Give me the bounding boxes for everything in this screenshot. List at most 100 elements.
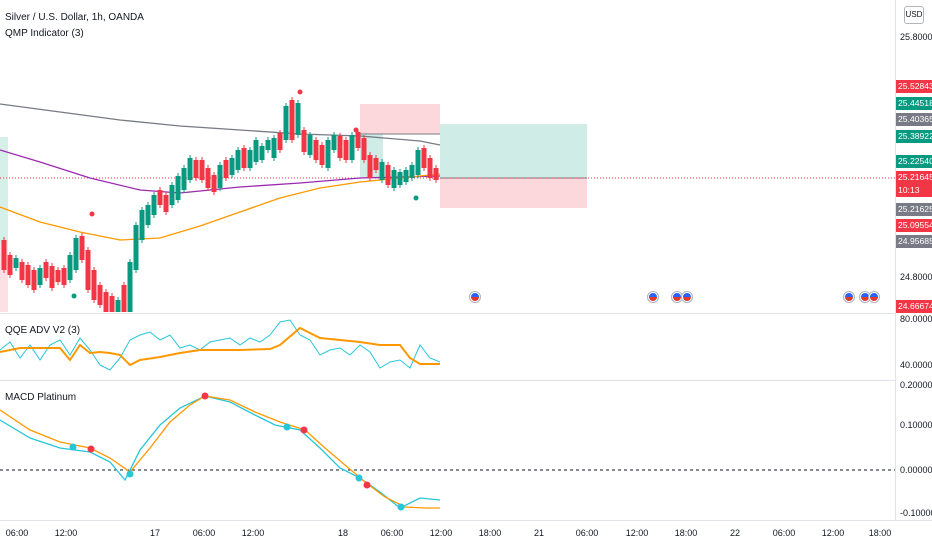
candle-body [367, 155, 373, 178]
position-box-loss [360, 104, 440, 134]
time-tick: 18:00 [478, 528, 502, 538]
macd-cross-dot [300, 426, 308, 434]
candle-body [139, 210, 145, 240]
price-badge: 25.22540 [896, 155, 932, 168]
qmp-sell-dot [353, 127, 359, 133]
candle-body [91, 270, 97, 300]
candle-body [115, 300, 121, 312]
pane-separator-1[interactable] [0, 313, 895, 314]
time-tick: 18 [337, 528, 349, 538]
candle-body [211, 175, 217, 192]
candle-body [397, 172, 403, 185]
macd-indicator-legend[interactable]: MACD Platinum [5, 392, 77, 403]
candle-body [7, 255, 13, 275]
price-tick: 25.80000 [900, 32, 932, 42]
time-tick: 12:00 [429, 528, 453, 538]
price-badge: 24.95685 [896, 235, 932, 248]
time-tick: 06:00 [192, 528, 216, 538]
time-tick: 12:00 [241, 528, 265, 538]
macd-cross-dot [69, 443, 77, 451]
time-tick: 06:00 [380, 528, 404, 538]
position-box-profit [440, 124, 587, 178]
time-tick: 12:00 [54, 528, 78, 538]
time-tick: 12:00 [625, 528, 649, 538]
candle-body [133, 225, 139, 270]
price-badge: 25.38922 [896, 130, 932, 143]
us-flag-event-icon[interactable] [681, 291, 693, 303]
macd-cross-dot [397, 503, 405, 511]
qmp-indicator-legend[interactable]: QMP Indicator (3) [5, 28, 84, 39]
candle-body [97, 285, 103, 305]
candle-body [277, 133, 283, 150]
macd-cross-dot [201, 392, 209, 400]
ma-short-line [0, 173, 441, 241]
macd-tick: 0.10000 [900, 420, 932, 430]
candle-body [199, 160, 205, 180]
price-badge: 25.44518 [896, 97, 932, 110]
candle-body [193, 160, 199, 178]
position-box-profit [0, 137, 8, 312]
candle-body [31, 270, 37, 290]
candle-body [415, 150, 421, 175]
currency-button[interactable]: USD [904, 6, 924, 24]
time-tick: 06:00 [5, 528, 29, 538]
us-flag-event-icon[interactable] [469, 291, 481, 303]
us-flag-event-icon[interactable] [671, 291, 683, 303]
candle-body [409, 165, 415, 178]
us-flag-event-icon[interactable] [843, 291, 855, 303]
candle-body [247, 150, 253, 168]
qqe-fast-line [0, 319, 441, 371]
price-axis[interactable] [895, 0, 932, 520]
symbol-title[interactable]: Silver / U.S. Dollar, 1h, OANDA [5, 12, 144, 23]
candle-body [55, 270, 61, 282]
price-badge: 25.21625 [896, 203, 932, 216]
pane-separator-2[interactable] [0, 380, 895, 381]
qmp-sell-dot [89, 211, 95, 217]
candle-body [127, 262, 133, 312]
candle-body [163, 195, 169, 212]
candle-body [169, 185, 175, 205]
candle-body [175, 176, 181, 200]
candle-body [307, 135, 313, 155]
time-tick: 17 [149, 528, 161, 538]
candle-body [265, 140, 271, 150]
us-flag-event-icon[interactable] [868, 291, 880, 303]
macd-tick: 0.20000 [900, 380, 932, 390]
candle-body [271, 138, 277, 158]
candle-body [289, 100, 295, 140]
price-tick: 24.80000 [900, 272, 932, 282]
macd-cross-dot [126, 470, 134, 478]
candle-body [109, 296, 115, 312]
candle-body [61, 268, 67, 285]
qqe-tick: 40.00000 [900, 360, 932, 370]
candle-body [181, 168, 187, 190]
candle-body [85, 250, 91, 290]
candle-body [103, 292, 109, 312]
qqe-indicator-legend[interactable]: QQE ADV V2 (3) [5, 325, 81, 336]
candle-body [217, 165, 223, 188]
candle-body [259, 146, 265, 160]
candle-body [355, 132, 361, 148]
candle-body [331, 135, 337, 150]
candle-body [49, 266, 55, 288]
candle-body [349, 135, 355, 160]
candle-body [151, 195, 157, 215]
macd-cross-dot [355, 474, 363, 482]
chart-canvas[interactable] [0, 0, 895, 520]
candle-body [319, 145, 325, 165]
time-tick: 18:00 [674, 528, 698, 538]
macd-cross-dot [283, 423, 291, 431]
price-badge: 25.52843 [896, 80, 932, 93]
chart-area[interactable] [0, 0, 895, 520]
qmp-sell-dot [297, 89, 303, 95]
candle-body [145, 205, 151, 225]
candle-body [229, 158, 235, 175]
candle-body [433, 168, 439, 180]
us-flag-event-icon[interactable] [647, 291, 659, 303]
candle-body [403, 170, 409, 182]
candle-body [283, 106, 289, 140]
time-tick: 21 [533, 528, 545, 538]
time-axis[interactable] [0, 520, 932, 551]
candle-body [361, 138, 367, 160]
qqe-tick: 80.00000 [900, 314, 932, 324]
